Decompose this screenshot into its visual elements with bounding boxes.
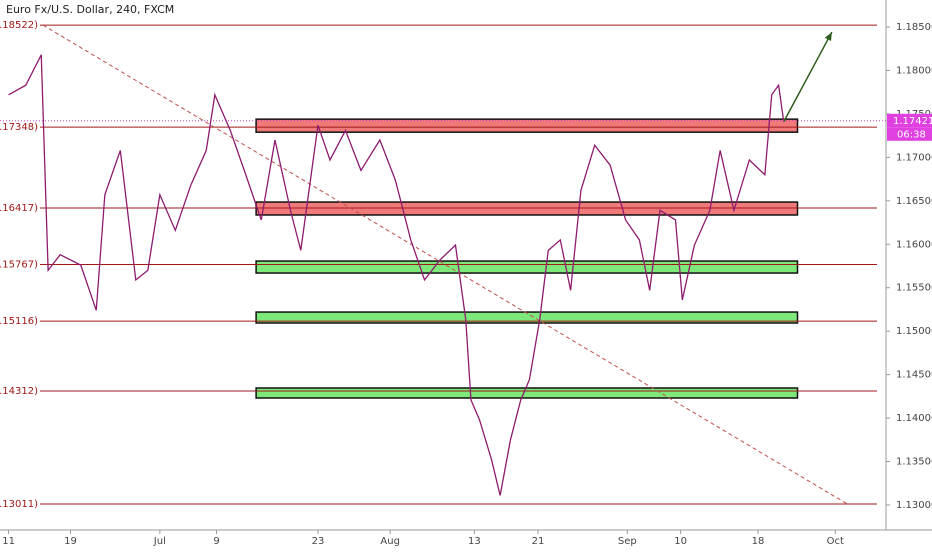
y-tick-label: 1.13000 (896, 500, 932, 511)
x-tick-label: 10 (674, 536, 687, 547)
zone (255, 260, 799, 274)
level-label: 1.15767) (0, 260, 38, 271)
y-tick-label: 1.16500 (896, 196, 932, 207)
x-tick-label: 9 (213, 536, 219, 547)
x-tick-label: Sep (618, 536, 637, 547)
level-label: 1.15116) (0, 316, 38, 327)
price-badge (887, 113, 932, 128)
level-label: 1.16417) (0, 203, 38, 214)
y-tick-label: 1.18000 (896, 65, 932, 76)
zone (255, 387, 799, 399)
price-badge-label: 1.17421 (893, 116, 932, 127)
countdown-badge (887, 127, 932, 141)
level-label: 1.13011) (0, 499, 38, 510)
chart-title: Euro Fx/U.S. Dollar, 240, FXCM (6, 3, 174, 16)
x-tick-label: 21 (532, 536, 545, 547)
x-tick-label: 19 (64, 536, 77, 547)
y-tick-label: 1.15000 (896, 326, 932, 337)
y-tick-label: 1.14500 (896, 370, 932, 381)
x-tick-label: 13 (468, 536, 481, 547)
y-tick-label: 1.16000 (896, 239, 932, 250)
y-tick-label: 1.13500 (896, 457, 932, 468)
x-tick-label: Aug (380, 536, 400, 547)
countdown-label: 06:38 (897, 129, 926, 140)
level-label: 1.18522) (0, 20, 38, 31)
level-label: 1.17348) (0, 122, 38, 133)
arrow-head (824, 32, 832, 42)
arrow (783, 31, 833, 123)
trend-line (42, 24, 848, 505)
zone (255, 118, 799, 133)
y-tick-label: 1.15500 (896, 283, 932, 294)
x-tick-label: 23 (312, 536, 325, 547)
x-tick-label: Oct (827, 536, 844, 547)
level-label: 1.14312) (0, 386, 38, 397)
y-tick-label: 1.14000 (896, 413, 932, 424)
x-tick-label: 11 (2, 536, 15, 547)
zone (255, 311, 799, 324)
price-line (8, 54, 785, 496)
x-tick-label: Jul (153, 536, 166, 547)
y-tick-label: 1.18500 (896, 22, 932, 33)
y-tick-label: 1.17000 (896, 152, 932, 163)
x-tick-label: 18 (752, 536, 765, 547)
